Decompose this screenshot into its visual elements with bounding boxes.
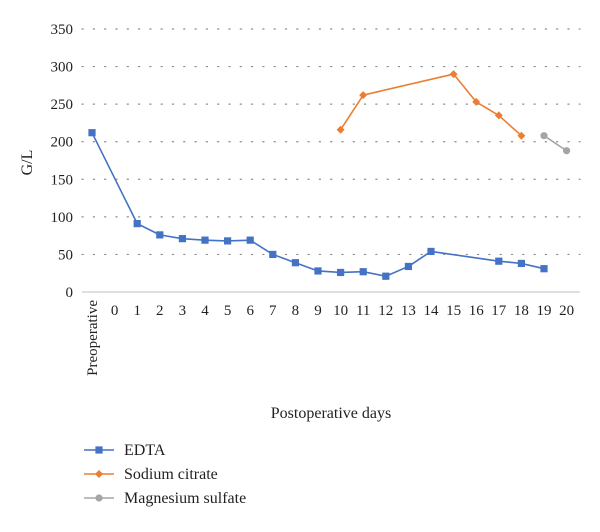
data-point-magnesium-sulfate xyxy=(563,147,571,155)
x-tick-label: 17 xyxy=(491,303,507,319)
data-point-edta xyxy=(269,250,277,259)
x-tick-label: 4 xyxy=(201,303,209,319)
legend-item-sodium-citrate: Sodium citrate xyxy=(84,466,218,483)
x-tick-label: 1 xyxy=(133,303,141,319)
x-tick-label: 6 xyxy=(246,303,254,319)
y-tick-label: 0 xyxy=(66,285,74,301)
legend-label: EDTA xyxy=(124,442,166,459)
legend-label: Magnesium sulfate xyxy=(124,490,246,507)
x-tick-label: 13 xyxy=(401,303,416,319)
series-line-sodium-citrate xyxy=(339,73,522,137)
y-tick-label: 150 xyxy=(51,172,74,188)
data-point-edta xyxy=(359,268,367,276)
series-edta xyxy=(88,129,548,280)
x-axis-tick-labels: Preoperative 0 1 2 3 4 5 6 7 8 9 10 11 12 13 14 15 16 17 18… xyxy=(85,300,574,376)
data-point-edta xyxy=(246,236,254,244)
x-tick-label: 12 xyxy=(378,303,393,319)
data-point-edta xyxy=(314,267,322,275)
data-point-edta xyxy=(291,259,299,267)
x-tick-label: 19 xyxy=(537,303,552,319)
x-tick-label: 20 xyxy=(559,303,574,319)
y-tick-label: 350 xyxy=(51,22,74,38)
gridlines xyxy=(81,28,581,256)
data-point-sodium-citrate xyxy=(449,70,458,79)
data-point-edta xyxy=(156,231,164,239)
data-point-sodium-citrate xyxy=(359,91,368,100)
y-axis-tick-labels: 0 50 100 150 200 250 300 350 xyxy=(51,22,74,301)
x-tick-label: 7 xyxy=(269,303,277,319)
data-point-edta xyxy=(88,129,96,137)
x-tick-label: 16 xyxy=(469,303,485,319)
data-point-edta xyxy=(337,268,345,277)
data-point-sodium-citrate xyxy=(472,97,481,106)
data-point-edta xyxy=(178,235,186,243)
data-point-edta xyxy=(382,272,390,280)
data-point-edta xyxy=(495,257,503,265)
series-line-magnesium-sulfate xyxy=(543,135,568,152)
series-line-edta xyxy=(91,132,545,278)
legend-marker xyxy=(95,494,103,502)
y-tick-label: 200 xyxy=(51,135,74,151)
x-tick-label: 11 xyxy=(356,303,370,319)
x-tick-label: 3 xyxy=(179,303,187,319)
data-point-edta xyxy=(224,237,232,245)
y-tick-label: 300 xyxy=(51,60,74,76)
data-point-edta xyxy=(404,262,412,271)
data-point-edta xyxy=(427,247,435,256)
x-tick-label: 8 xyxy=(292,303,300,319)
data-point-sodium-citrate xyxy=(336,125,345,134)
x-tick-label: 10 xyxy=(333,303,348,319)
x-tick-label: 15 xyxy=(446,303,461,319)
x-axis-title: Postoperative days xyxy=(271,405,391,422)
data-point-edta xyxy=(201,236,209,244)
data-point-edta xyxy=(540,265,548,273)
legend-item-magnesium-sulfate: Magnesium sulfate xyxy=(84,490,246,507)
x-tick-label: 2 xyxy=(156,303,164,319)
series-magnesium-sulfate xyxy=(540,132,571,155)
legend-label: Sodium citrate xyxy=(124,466,218,483)
x-tick-label: 14 xyxy=(424,303,440,319)
y-tick-label: 50 xyxy=(58,247,73,263)
legend-item-edta: EDTA xyxy=(84,442,166,459)
x-tick-label: 18 xyxy=(514,303,529,319)
legend: EDTA Sodium citrate Magnesium sulfate xyxy=(84,442,246,507)
series-layer xyxy=(88,70,571,280)
x-tick-label: 5 xyxy=(224,303,232,319)
data-point-edta xyxy=(133,220,141,228)
y-axis-title: G/L xyxy=(19,150,36,176)
x-tick-label: Preoperative xyxy=(85,300,101,376)
legend-marker xyxy=(95,470,103,478)
y-tick-label: 250 xyxy=(51,97,74,113)
y-tick-label: 100 xyxy=(51,210,74,226)
data-point-sodium-citrate xyxy=(517,131,526,140)
x-tick-label: 0 xyxy=(111,303,119,319)
data-point-edta xyxy=(517,259,525,268)
legend-marker xyxy=(95,446,103,454)
x-tick-label: 9 xyxy=(314,303,322,319)
data-point-magnesium-sulfate xyxy=(540,132,548,140)
series-sodium-citrate xyxy=(336,70,526,140)
data-point-sodium-citrate xyxy=(494,111,503,120)
